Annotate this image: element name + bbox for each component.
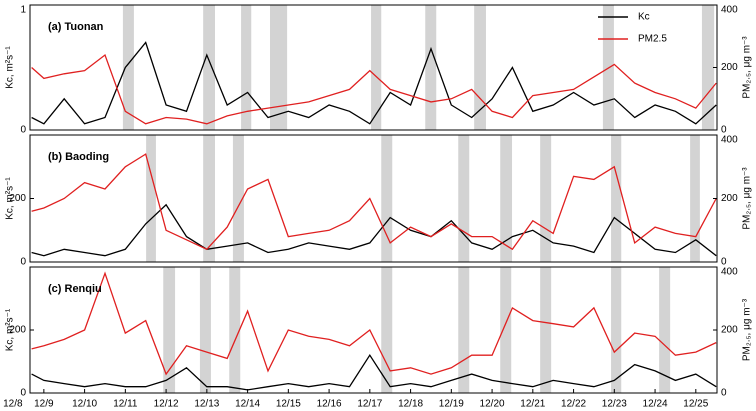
y2-tick-label: 400: [721, 267, 738, 278]
panel-title: (b) Baoding: [48, 151, 109, 163]
x-tick-label: 12/12: [154, 399, 179, 410]
shaded-period: [458, 267, 470, 393]
y2-tick-label: 0: [721, 125, 727, 136]
shaded-period: [203, 5, 215, 130]
y2-axis-label: PM₂.₅, μg m⁻³: [742, 167, 753, 230]
shaded-period: [122, 5, 134, 130]
legend-label: Kc: [638, 12, 650, 23]
x-tick-label: 12/14: [235, 399, 260, 410]
shaded-period: [241, 5, 252, 130]
x-tick-label: 12/24: [643, 399, 668, 410]
shaded-period: [381, 135, 393, 262]
shaded-period: [381, 267, 393, 393]
shaded-period: [232, 135, 244, 262]
y-tick-label: 0: [20, 388, 26, 399]
shaded-period: [146, 135, 156, 262]
data-line: [31, 53, 717, 125]
shaded-period: [659, 267, 671, 393]
plot-area: [31, 5, 717, 130]
data-line: [31, 271, 717, 376]
shaded-period: [270, 5, 288, 130]
shaded-period: [229, 267, 241, 393]
shaded-period: [203, 135, 215, 262]
shaded-period: [540, 267, 552, 393]
x-tick-label: 12/22: [561, 399, 586, 410]
y2-tick-label: 200: [721, 193, 738, 204]
shaded-period: [500, 135, 513, 262]
legend-label: PM2.5: [638, 34, 667, 45]
shaded-period: [540, 135, 552, 262]
x-tick-label: 12/19: [439, 399, 464, 410]
panel-title: (a) Tuonan: [48, 21, 104, 33]
data-line: [31, 354, 717, 391]
plot-area: [31, 135, 717, 262]
x-tick-label: 12/15: [276, 399, 301, 410]
x-tick-label: 12/17: [357, 399, 382, 410]
shaded-period: [611, 267, 622, 393]
y-tick-label: 0: [20, 257, 26, 268]
shaded-period: [371, 5, 382, 130]
data-line: [31, 153, 717, 251]
y2-tick-label: 400: [721, 5, 738, 16]
x-tick-label: 12/16: [317, 399, 342, 410]
shaded-period: [611, 135, 622, 262]
y-axis-label: Kc, m²s⁻¹: [5, 46, 16, 89]
shaded-period: [458, 135, 470, 262]
x-tick-label: 12/13: [194, 399, 219, 410]
plot-area: [31, 267, 717, 393]
y2-axis-label: PM₂.₅, μg m⁻³: [742, 298, 753, 361]
y-tick-label: 200: [9, 325, 26, 336]
x-tick-label: 12/18: [398, 399, 423, 410]
y2-tick-label: 400: [721, 135, 738, 146]
shaded-period: [425, 5, 437, 130]
y2-tick-label: 200: [721, 325, 738, 336]
data-line: [31, 203, 717, 257]
y2-axis-label: PM₂.₅, μg m⁻³: [742, 36, 753, 99]
shaded-period: [500, 267, 512, 393]
shaded-period: [690, 135, 700, 262]
y-tick-label: 0: [20, 125, 26, 136]
x-tick-label: 12/21: [520, 399, 545, 410]
y-axis-label: Kc, m²s⁻¹: [5, 308, 16, 351]
x-tick-label: 12/9: [34, 399, 54, 410]
y2-tick-label: 200: [721, 62, 738, 73]
y-axis-label: Kc, m²s⁻¹: [5, 177, 16, 220]
x-tick-label: 12/23: [602, 399, 627, 410]
shaded-period: [474, 5, 486, 130]
x-tick-label: 12/11: [113, 399, 138, 410]
shaded-period: [163, 267, 176, 393]
y-tick-label: 200: [9, 193, 26, 204]
shaded-period: [199, 267, 211, 393]
x-tick-label: 12/10: [72, 399, 97, 410]
y-tick-label: 1: [20, 5, 26, 16]
x-tick-label: 12/25: [683, 399, 708, 410]
y2-tick-label: 0: [721, 257, 727, 268]
x-tick-label: 12/8: [3, 399, 23, 410]
x-tick-label: 12/20: [480, 399, 505, 410]
panel-title: (c) Renqiu: [48, 283, 102, 295]
y2-tick-label: 0: [721, 388, 727, 399]
shaded-period: [701, 5, 715, 130]
data-line: [31, 41, 717, 125]
